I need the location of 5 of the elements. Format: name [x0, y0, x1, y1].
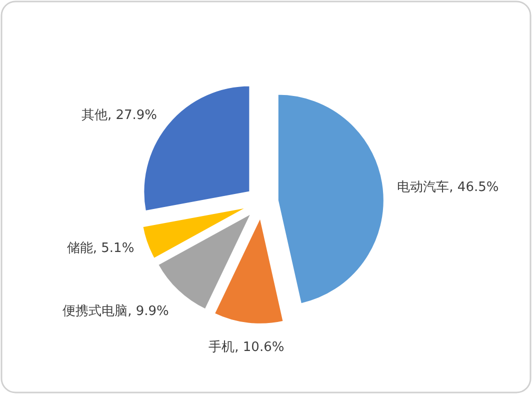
slice-label: 其他, 27.9%	[81, 106, 158, 125]
slice-label: 电动汽车, 46.5%	[397, 179, 499, 198]
slice-label: 手机, 10.6%	[208, 339, 284, 358]
slice-label: 便携式电脑, 9.9%	[62, 302, 169, 321]
slice-label: 储能, 5.1%	[66, 240, 134, 258]
